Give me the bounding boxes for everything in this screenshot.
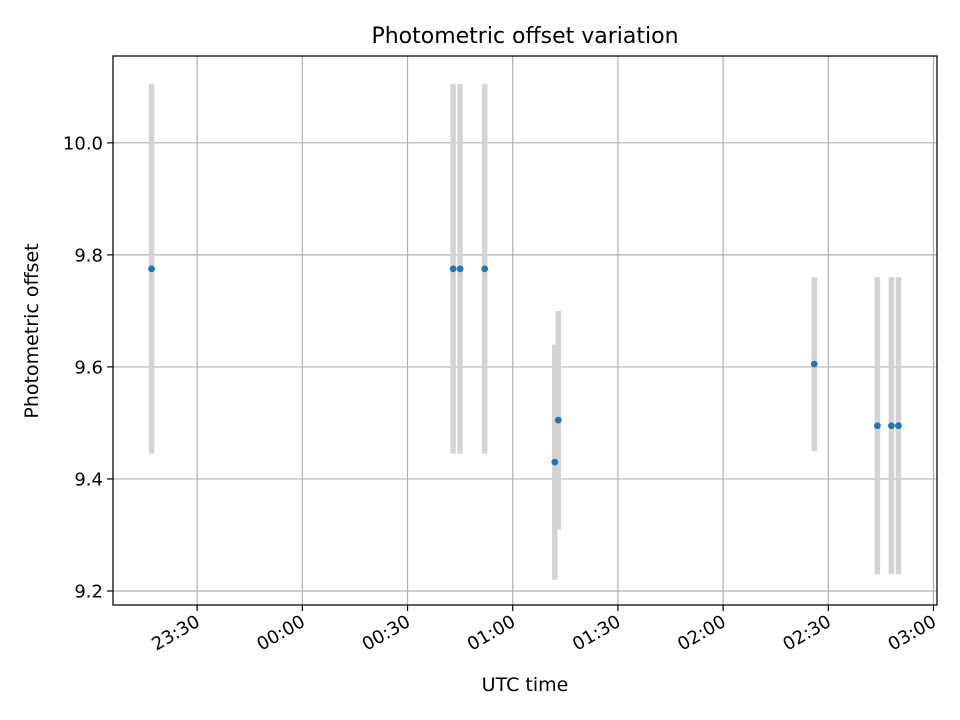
data-point (449, 265, 457, 273)
data-point (810, 360, 818, 368)
data-point (873, 422, 881, 430)
plot-frame (112, 55, 938, 606)
y-tick-label: 9.8 (74, 245, 103, 266)
y-tick-label: 9.6 (74, 357, 103, 378)
data-point (551, 458, 559, 466)
chart-title: Photometric offset variation (371, 24, 678, 49)
y-tick-label: 10.0 (63, 133, 103, 154)
data-point (148, 265, 155, 273)
y-tick-label: 9.2 (74, 581, 103, 602)
x-axis-label: UTC time (482, 674, 569, 696)
data-point (554, 416, 562, 424)
data-point (895, 422, 902, 430)
y-tick-label: 9.4 (74, 469, 103, 490)
data-point (456, 265, 464, 273)
y-axis-ticks: 9.2 9.4 9.6 9.8 10.0 (63, 133, 113, 602)
data-point (481, 265, 489, 273)
data-points (148, 265, 902, 466)
data-point (888, 422, 895, 430)
grid (113, 56, 937, 605)
y-axis-label: Photometric offset (21, 243, 43, 418)
